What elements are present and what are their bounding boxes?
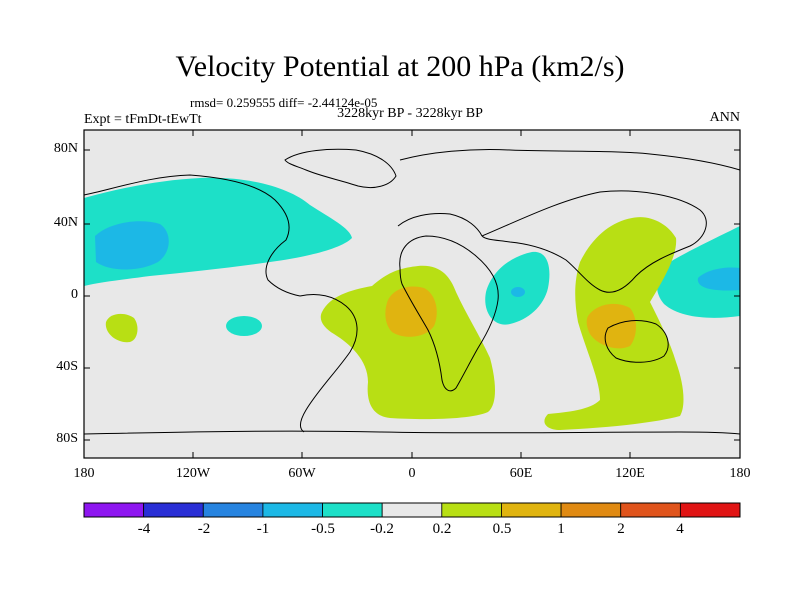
colorbar-swatch: [381, 502, 443, 518]
colorbar-label: -0.5: [311, 521, 335, 537]
region-negative-west-pacific: [656, 226, 740, 318]
experiment-label: Expt = tFmDt-tEwTt: [84, 112, 202, 127]
colorbar-swatch: [501, 502, 562, 518]
y-tick-label: 80N: [53, 141, 78, 156]
x-tick-label: 60E: [509, 466, 533, 481]
y-tick-label: 0: [71, 287, 78, 302]
colorbar-swatch: [441, 502, 502, 518]
colorbar-label: 4: [676, 521, 684, 537]
colorbar-swatch: [83, 502, 145, 518]
region-positive-atlantic-core: [385, 286, 437, 337]
colorbar-swatch: [322, 502, 383, 518]
x-tick-label: 180: [729, 466, 751, 481]
colorbar-label: 2: [617, 521, 625, 537]
y-tick-label: 40S: [56, 359, 78, 374]
colorbar-label: -4: [137, 521, 151, 537]
colorbar-swatch: [620, 502, 681, 518]
x-tick-label: 180: [73, 466, 95, 481]
x-tick-label: 60W: [288, 466, 316, 481]
colorbar-label: 0.5: [492, 521, 512, 537]
region-negative-north-pacific-core: [95, 221, 169, 270]
x-tick-label: 0: [408, 466, 416, 481]
colorbar-swatch: [560, 502, 622, 518]
colorbar-swatch: [262, 502, 323, 518]
colorbar-label: 0.2: [432, 521, 452, 537]
x-tick-label: 120E: [615, 466, 645, 481]
region-negative-indian-ocean-core: [511, 287, 525, 297]
y-tick-label: 40N: [53, 215, 78, 230]
y-tick-label: 80S: [56, 431, 78, 446]
colorbar-frame: [83, 502, 741, 518]
season-label: ANN: [709, 110, 740, 125]
colorbar-swatches: [83, 502, 741, 518]
colorbar-label: 1: [557, 521, 565, 537]
region-positive-atlantic: [320, 265, 495, 420]
x-tick-label: 120W: [175, 466, 211, 481]
colorbar-swatch: [143, 502, 204, 518]
colorbar-label: -0.2: [370, 521, 394, 537]
chart-subtitle: 3228kyr BP - 3228kyr BP: [337, 106, 483, 121]
chart-title: Velocity Potential at 200 hPa (km2/s): [175, 50, 625, 83]
region-negative-se-pacific: [226, 316, 262, 336]
colorbar-swatch: [202, 502, 264, 518]
colorbar-swatch: [679, 502, 741, 518]
region-negative-west-pacific-core: [697, 267, 740, 291]
coastlines: [83, 148, 741, 435]
axis-ticks: [83, 130, 741, 458]
colorbar-label: -2: [197, 521, 211, 537]
colorbar-label: -1: [256, 521, 270, 537]
region-positive-sw-pacific: [105, 313, 138, 343]
rmsd-diff-stats: rmsd= 0.259555 diff= -2.44124e-05: [190, 95, 378, 110]
